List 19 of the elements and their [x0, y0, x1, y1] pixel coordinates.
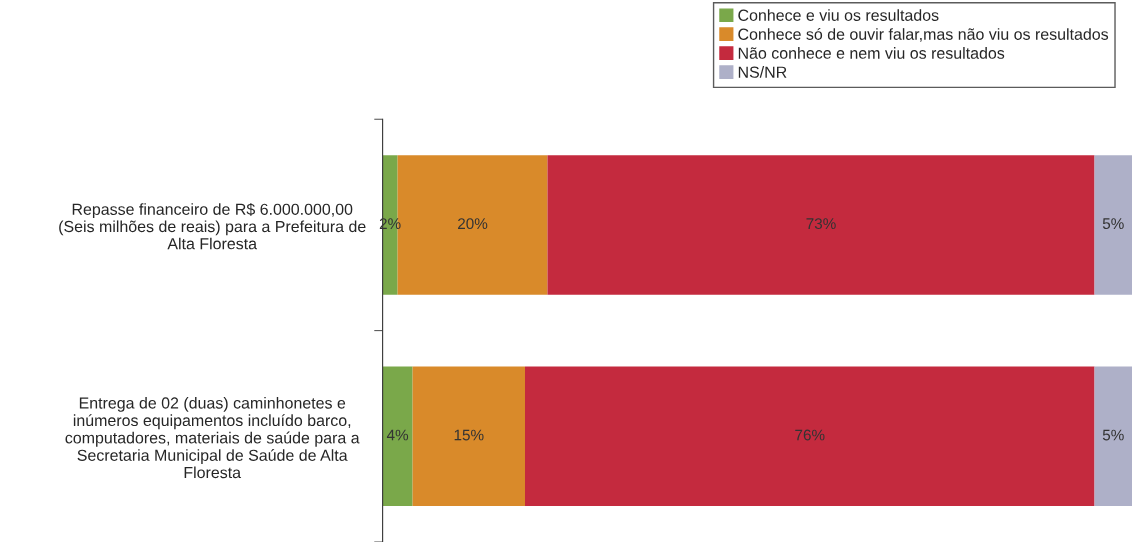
data-label: 20% [458, 218, 488, 230]
legend-label: NS/NR [738, 66, 787, 78]
data-label: 5% [1102, 429, 1124, 441]
bar [1094, 366, 1132, 507]
data-label: 4% [386, 429, 409, 441]
data-label: 76% [795, 429, 825, 441]
bar [382, 366, 413, 507]
data-label: 73% [806, 218, 836, 230]
bar [525, 366, 1095, 507]
data-label: 15% [454, 429, 484, 441]
bar [412, 366, 525, 507]
bar [1094, 155, 1132, 295]
legend-label: Não conhece e nem viu os resultados [738, 47, 1005, 59]
y-tick-label: Repasse financeiro de R$ 6.000.000,00 (Seis milhões de reais) para a Prefeitura de Alta Floresta [59, 202, 366, 250]
y-tick-label: Entrega de 02 (duas) caminhonetes e inúmeros equipamentos incluído barco, computadores, materiais de saúde para a Secretaria Municipal de Saúde de Alta Floresta [65, 396, 360, 479]
bar [547, 155, 1095, 295]
legend-label: Conhece e viu os resultados [738, 9, 939, 21]
data-label: 5% [1102, 218, 1124, 230]
legend-label: Conhece só de ouvir falar,mas não viu os resultados [738, 27, 1109, 42]
